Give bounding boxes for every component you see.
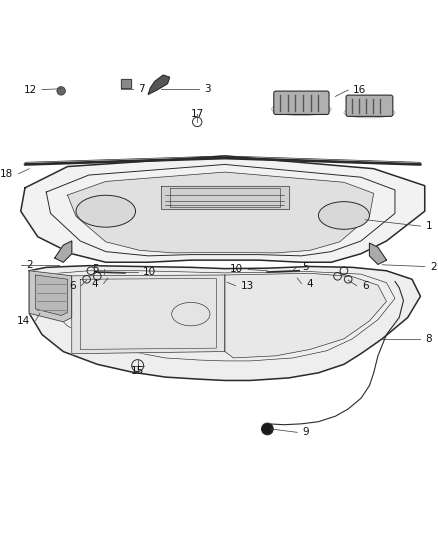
Circle shape (261, 423, 273, 435)
FancyBboxPatch shape (346, 95, 393, 116)
Text: 9: 9 (302, 427, 309, 438)
Text: 4: 4 (307, 279, 313, 288)
Polygon shape (55, 241, 72, 262)
Text: 10: 10 (230, 264, 243, 274)
Text: 2: 2 (26, 260, 32, 270)
Polygon shape (67, 172, 374, 253)
Text: 13: 13 (240, 281, 254, 290)
Text: 2: 2 (430, 262, 436, 271)
Text: 8: 8 (426, 334, 432, 344)
Text: 16: 16 (353, 85, 367, 95)
Polygon shape (29, 271, 72, 322)
Text: 14: 14 (17, 316, 31, 326)
Polygon shape (21, 156, 425, 262)
Ellipse shape (76, 195, 135, 227)
FancyBboxPatch shape (274, 91, 329, 115)
Text: 12: 12 (24, 85, 37, 94)
Polygon shape (369, 243, 386, 264)
Polygon shape (121, 79, 131, 88)
Polygon shape (29, 265, 420, 381)
Circle shape (57, 87, 65, 95)
Text: 6: 6 (69, 281, 76, 290)
Polygon shape (72, 275, 225, 354)
Text: 5: 5 (302, 262, 309, 271)
Polygon shape (148, 75, 170, 94)
Text: 6: 6 (362, 281, 368, 290)
Text: 18: 18 (0, 169, 14, 179)
Polygon shape (225, 273, 386, 358)
Text: 4: 4 (92, 279, 99, 288)
Text: 7: 7 (138, 84, 145, 94)
Text: 3: 3 (205, 84, 211, 94)
Text: 15: 15 (131, 366, 144, 376)
Text: 10: 10 (143, 267, 156, 277)
Text: 5: 5 (92, 264, 99, 273)
Ellipse shape (318, 201, 369, 229)
Text: 17: 17 (191, 109, 204, 119)
Polygon shape (161, 185, 289, 209)
Text: 1: 1 (426, 221, 432, 231)
Polygon shape (35, 275, 67, 316)
